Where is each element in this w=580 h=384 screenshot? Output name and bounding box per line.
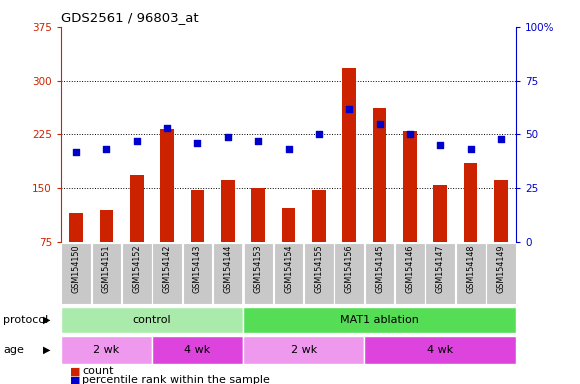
Text: GSM154150: GSM154150 xyxy=(71,245,81,293)
Text: age: age xyxy=(3,345,24,355)
Bar xyxy=(426,243,455,304)
Text: GSM154143: GSM154143 xyxy=(193,245,202,293)
Text: GSM154148: GSM154148 xyxy=(466,245,475,293)
Text: GSM154145: GSM154145 xyxy=(375,245,384,293)
Bar xyxy=(183,243,212,304)
Text: ■: ■ xyxy=(70,366,84,376)
Bar xyxy=(152,336,243,364)
Text: GSM154154: GSM154154 xyxy=(284,245,293,293)
Point xyxy=(284,146,293,152)
Bar xyxy=(274,243,303,304)
Bar xyxy=(464,163,477,296)
Point xyxy=(436,142,445,148)
Point xyxy=(405,131,415,137)
Text: GSM154155: GSM154155 xyxy=(314,245,324,293)
Text: percentile rank within the sample: percentile rank within the sample xyxy=(82,375,270,384)
Point xyxy=(466,146,476,152)
Text: count: count xyxy=(82,366,114,376)
Bar xyxy=(122,243,151,304)
Text: ■: ■ xyxy=(70,375,84,384)
Text: GSM154151: GSM154151 xyxy=(102,245,111,293)
Text: 2 wk: 2 wk xyxy=(93,345,119,355)
Bar xyxy=(153,243,182,304)
Text: MAT1 ablation: MAT1 ablation xyxy=(340,314,419,325)
Bar xyxy=(213,243,242,304)
Bar xyxy=(61,307,243,333)
Bar xyxy=(486,243,516,304)
Bar xyxy=(61,336,152,364)
Bar xyxy=(243,336,364,364)
Bar xyxy=(130,175,144,296)
Text: GSM154142: GSM154142 xyxy=(162,245,172,293)
Bar xyxy=(312,190,326,296)
Text: GSM154146: GSM154146 xyxy=(405,245,415,293)
Text: 4 wk: 4 wk xyxy=(427,345,454,355)
Bar xyxy=(335,243,364,304)
Text: GSM154149: GSM154149 xyxy=(496,245,506,293)
Point xyxy=(223,134,233,140)
Text: GSM154144: GSM154144 xyxy=(223,245,233,293)
Text: GDS2561 / 96803_at: GDS2561 / 96803_at xyxy=(61,11,198,24)
Bar xyxy=(304,243,334,304)
Text: GSM154152: GSM154152 xyxy=(132,245,142,293)
Point xyxy=(102,146,111,152)
Text: 2 wk: 2 wk xyxy=(291,345,317,355)
Bar xyxy=(221,180,235,296)
Text: ▶: ▶ xyxy=(43,345,50,355)
Point xyxy=(132,138,142,144)
Point xyxy=(375,121,385,127)
Bar xyxy=(456,243,485,304)
Point xyxy=(253,138,263,144)
Text: GSM154147: GSM154147 xyxy=(436,245,445,293)
Bar xyxy=(160,129,174,296)
Text: protocol: protocol xyxy=(3,314,48,325)
Point xyxy=(496,136,506,142)
Bar xyxy=(244,243,273,304)
Point xyxy=(345,106,354,112)
Text: GSM154153: GSM154153 xyxy=(253,245,263,293)
Point xyxy=(71,149,81,155)
Bar xyxy=(395,243,425,304)
Point xyxy=(193,140,202,146)
Bar xyxy=(494,180,508,296)
Text: ▶: ▶ xyxy=(43,314,50,325)
Bar xyxy=(243,307,516,333)
Point xyxy=(162,125,172,131)
Bar xyxy=(282,207,295,296)
Point xyxy=(314,131,324,137)
Bar xyxy=(433,185,447,296)
Text: GSM154156: GSM154156 xyxy=(345,245,354,293)
Bar xyxy=(69,213,83,296)
Text: control: control xyxy=(133,314,171,325)
Bar xyxy=(403,131,417,296)
Bar xyxy=(373,108,386,296)
Bar xyxy=(191,190,204,296)
Bar xyxy=(251,188,265,296)
Bar xyxy=(365,243,394,304)
Bar xyxy=(92,243,121,304)
Bar xyxy=(364,336,516,364)
Bar xyxy=(61,243,91,304)
Bar xyxy=(342,68,356,296)
Bar xyxy=(100,210,113,296)
Text: 4 wk: 4 wk xyxy=(184,345,211,355)
